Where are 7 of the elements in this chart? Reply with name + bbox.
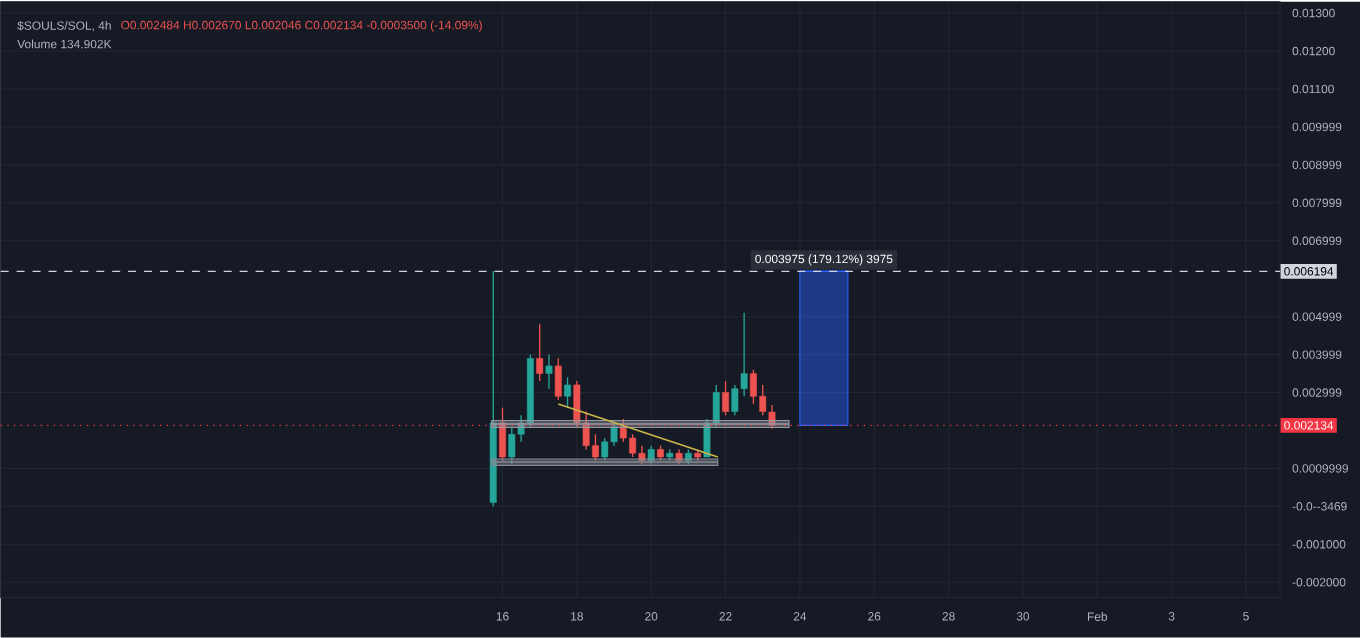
candlestick [722,380,729,417]
candlestick [536,323,544,383]
candlestick [554,358,562,402]
candlestick [499,407,506,462]
candlestick [545,354,553,390]
candlestick [647,445,655,466]
candlestick [564,376,571,409]
